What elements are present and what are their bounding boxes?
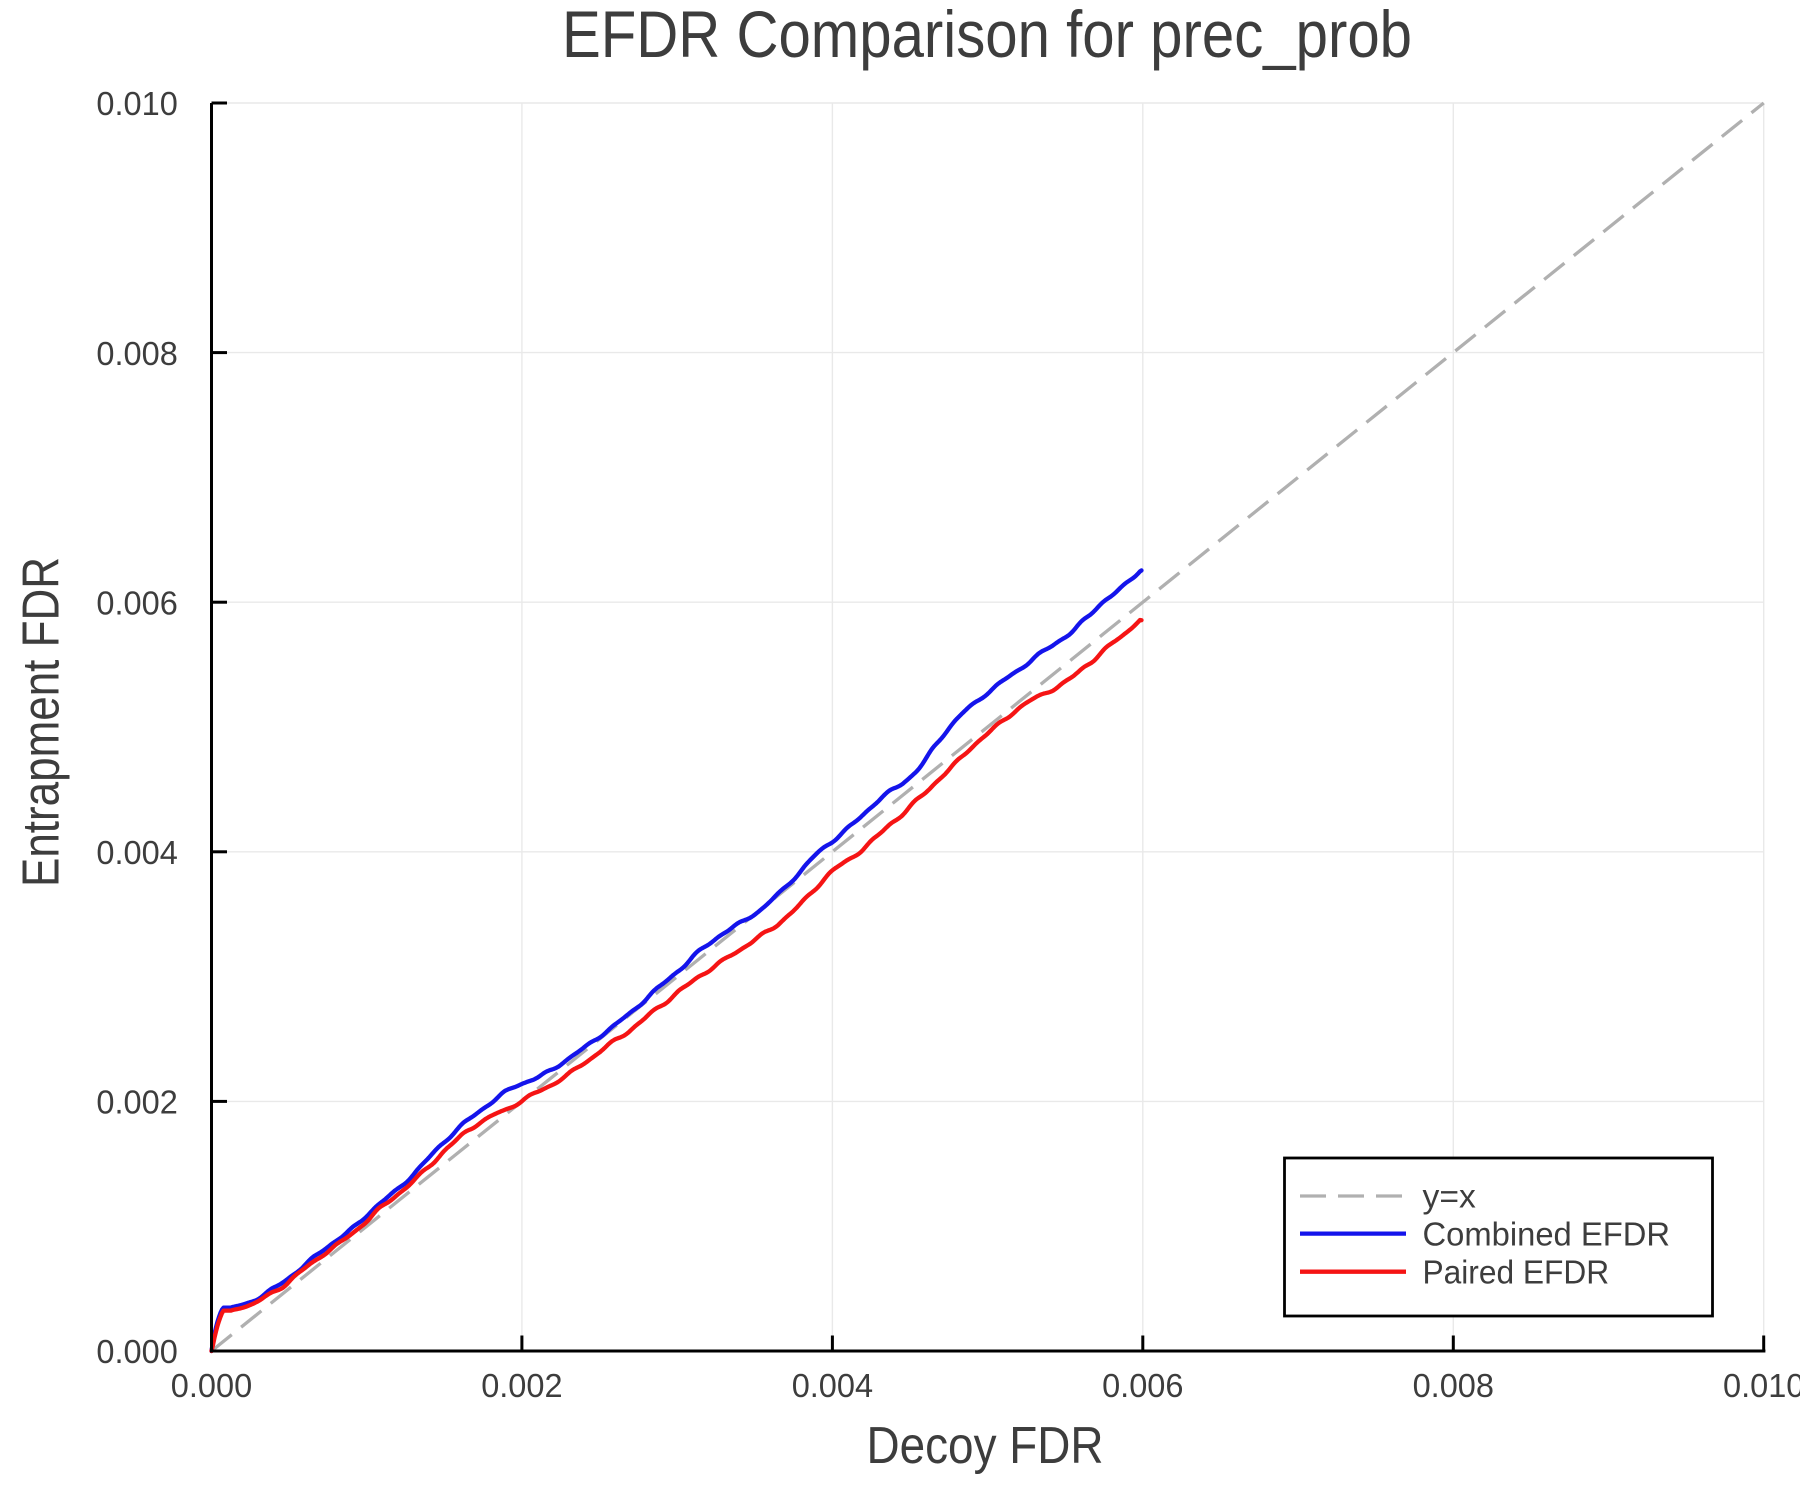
svg-text:Entrapment FDR: Entrapment FDR [12, 557, 70, 887]
svg-text:0.010: 0.010 [96, 86, 177, 123]
svg-text:Paired EFDR: Paired EFDR [1423, 1255, 1610, 1292]
svg-text:Combined EFDR: Combined EFDR [1423, 1217, 1671, 1254]
svg-text:0.000: 0.000 [171, 1368, 252, 1405]
svg-text:0.002: 0.002 [481, 1368, 562, 1405]
svg-text:0.002: 0.002 [96, 1085, 177, 1122]
svg-text:0.008: 0.008 [1413, 1368, 1494, 1405]
svg-text:y=x: y=x [1423, 1179, 1477, 1216]
svg-text:0.008: 0.008 [96, 336, 177, 373]
svg-text:0.004: 0.004 [792, 1368, 873, 1405]
svg-text:EFDR Comparison for prec_prob: EFDR Comparison for prec_prob [562, 0, 1412, 71]
svg-text:0.010: 0.010 [1723, 1368, 1800, 1405]
svg-text:0.000: 0.000 [96, 1334, 177, 1371]
svg-text:Decoy FDR: Decoy FDR [867, 1417, 1104, 1475]
svg-text:0.004: 0.004 [96, 835, 177, 872]
svg-text:0.006: 0.006 [1102, 1368, 1183, 1405]
svg-text:0.006: 0.006 [96, 585, 177, 622]
